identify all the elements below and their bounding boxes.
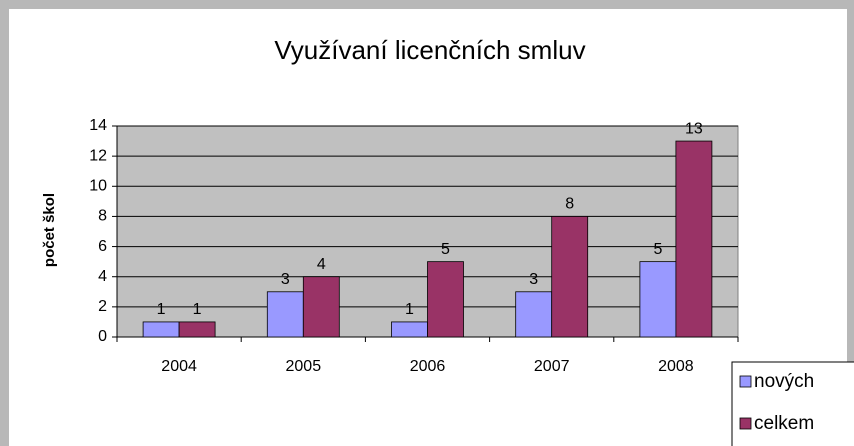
bar — [178, 321, 216, 338]
x-tick-label: 2006 — [410, 358, 446, 375]
legend-swatch — [739, 417, 752, 430]
data-label: 13 — [685, 120, 703, 137]
data-label: 1 — [157, 301, 166, 318]
bar — [639, 261, 677, 338]
y-tick-label: 14 — [89, 117, 107, 134]
bar — [302, 276, 340, 338]
legend-label: nových — [754, 371, 814, 392]
y-tick-label: 12 — [89, 147, 107, 164]
bar — [515, 291, 553, 338]
bar — [142, 321, 180, 338]
data-label: 3 — [281, 271, 290, 288]
y-tick-label: 8 — [98, 208, 107, 225]
y-tick-label: 4 — [98, 268, 107, 285]
y-tick-label: 10 — [89, 178, 107, 195]
data-label: 3 — [529, 271, 538, 288]
legend-swatch — [739, 375, 752, 388]
legend-label: celkem — [754, 413, 814, 434]
bar — [675, 140, 713, 338]
data-label: 8 — [565, 196, 574, 213]
x-tick-label: 2004 — [161, 358, 197, 375]
y-tick-label: 2 — [98, 298, 107, 315]
data-label: 4 — [317, 256, 326, 273]
y-axis-label: počet škol — [41, 193, 58, 267]
x-tick-label: 2007 — [534, 358, 570, 375]
y-tick-label: 6 — [98, 238, 107, 255]
bar — [551, 216, 589, 338]
bar — [427, 261, 464, 338]
chart-title: Využívaní licenčních smluv — [274, 35, 585, 65]
y-tick-label: 0 — [98, 328, 107, 345]
bar — [391, 321, 428, 338]
data-label: 1 — [405, 301, 414, 318]
x-tick-label: 2005 — [286, 358, 322, 375]
bar — [266, 291, 304, 338]
x-tick-label: 2008 — [658, 358, 694, 375]
data-label: 5 — [653, 241, 662, 258]
data-label: 1 — [193, 301, 202, 318]
data-label: 5 — [441, 241, 450, 258]
legend — [731, 361, 854, 446]
